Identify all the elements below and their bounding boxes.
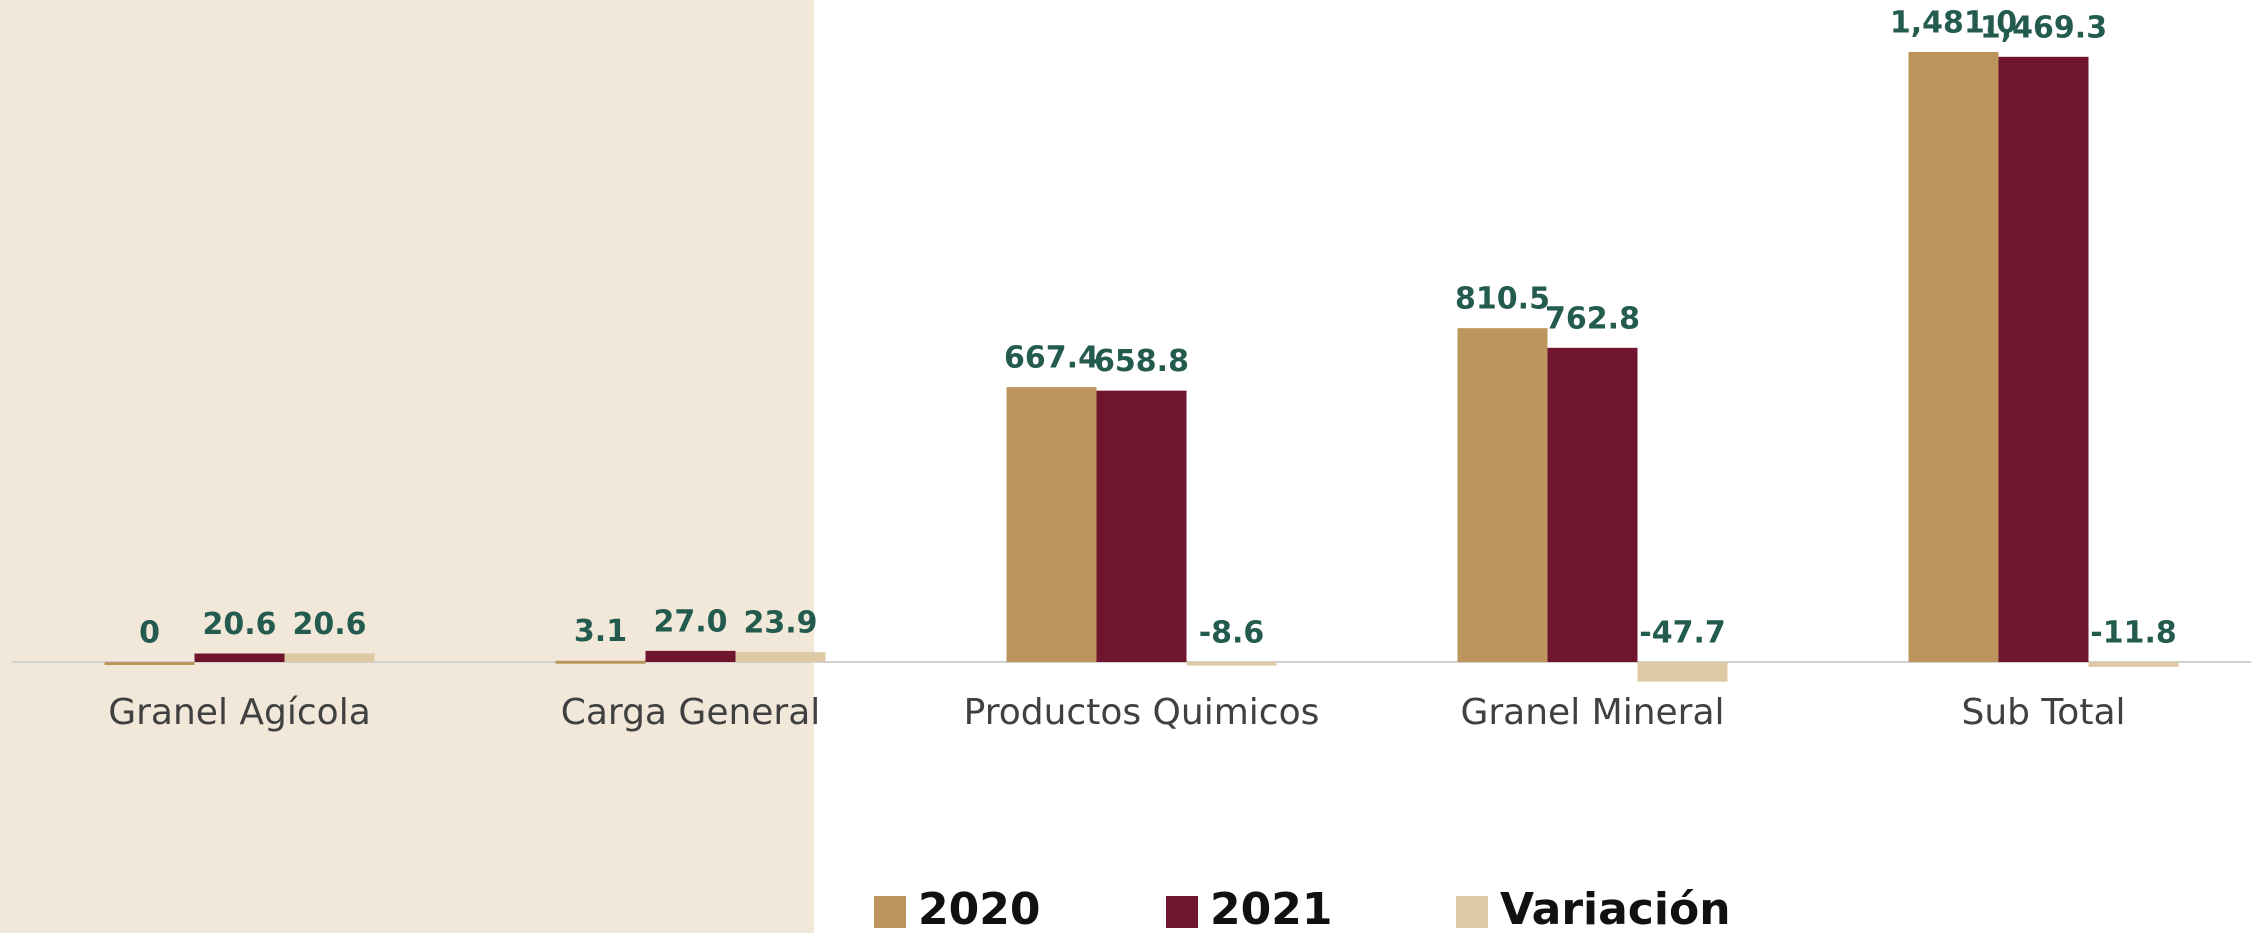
value-label: 27.0 (653, 604, 727, 639)
bar (1637, 662, 1728, 682)
bar (194, 653, 285, 662)
background-panel (0, 0, 814, 933)
bar (1096, 390, 1187, 662)
bar (1547, 347, 1638, 662)
legend-swatch (1456, 896, 1488, 928)
value-label: 23.9 (743, 606, 817, 641)
legend-swatch (874, 896, 906, 928)
value-label: 20.6 (202, 607, 276, 642)
value-label: -11.8 (2090, 616, 2176, 651)
value-label: 658.8 (1094, 344, 1189, 379)
bar (735, 652, 826, 662)
bar (1908, 52, 1999, 662)
value-label: 0 (139, 616, 160, 651)
bar (1998, 56, 2089, 663)
legend-label: 2020 (918, 884, 1040, 933)
value-label: 1,481.0 (1890, 6, 2017, 41)
bar (2088, 662, 2179, 667)
x-tick-label: Granel Agícola (108, 692, 371, 733)
bar (1186, 662, 1277, 666)
value-label: -8.6 (1199, 616, 1265, 651)
bar (104, 662, 195, 665)
value-label: 810.5 (1455, 282, 1550, 317)
bar (645, 650, 736, 662)
value-label: 667.4 (1004, 341, 1099, 376)
legend-swatch (1166, 896, 1198, 928)
bar (1457, 328, 1548, 662)
value-label: -47.7 (1639, 616, 1725, 651)
value-label: 762.8 (1545, 301, 1640, 336)
value-label: 3.1 (574, 614, 627, 649)
x-tick-label: Granel Mineral (1460, 692, 1724, 733)
legend-label: 2021 (1210, 884, 1332, 933)
x-tick-label: Carga General (561, 692, 821, 733)
bar (1006, 387, 1097, 662)
legend-label: Variación (1500, 884, 1731, 933)
bar (284, 653, 375, 662)
x-tick-label: Sub Total (1961, 692, 2125, 733)
value-label: 1,469.3 (1980, 10, 2107, 45)
x-tick-label: Productos Quimicos (964, 692, 1320, 733)
value-label: 20.6 (292, 607, 366, 642)
bar (555, 660, 646, 664)
